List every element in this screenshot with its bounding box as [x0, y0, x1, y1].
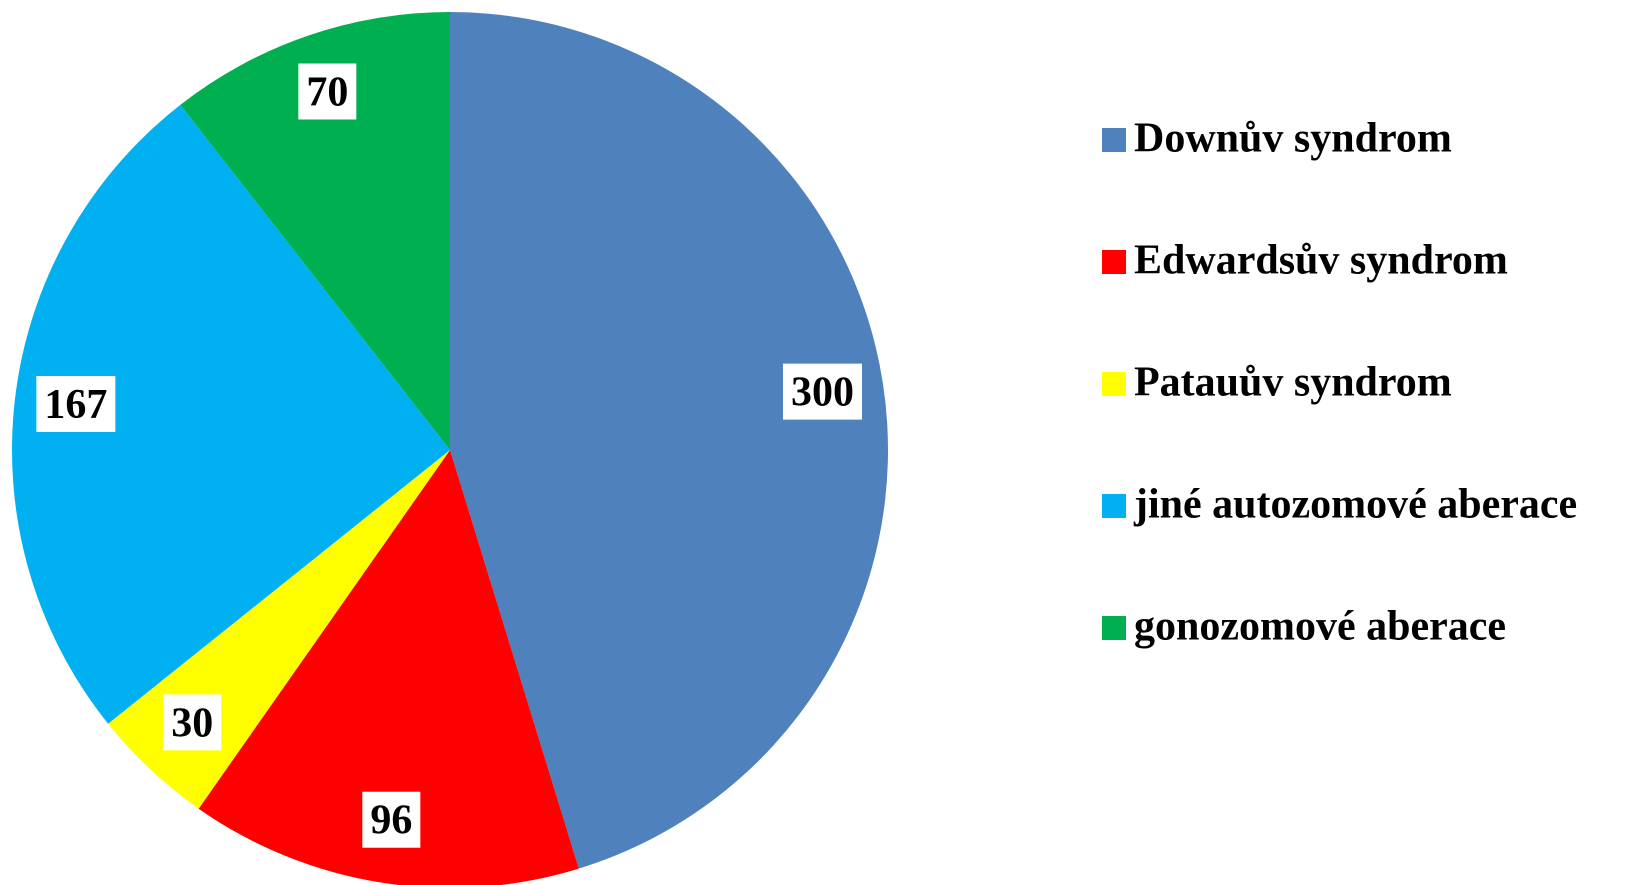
pie-slice: [12, 104, 451, 724]
legend-label: Patauův syndrom: [1134, 360, 1452, 406]
data-label: 96: [362, 791, 421, 848]
data-label: 300: [782, 363, 862, 420]
legend-label: Edwardsův syndrom: [1134, 238, 1508, 284]
legend-swatch: [1102, 494, 1126, 518]
pie-slice: [450, 12, 888, 869]
data-label: 167: [36, 376, 116, 433]
legend-label: jiné autozomové aberace: [1133, 482, 1577, 528]
legend-swatch: [1102, 128, 1126, 152]
data-label: 70: [298, 63, 357, 120]
legend-label: gonozomové aberace: [1134, 604, 1506, 650]
data-label-text: 300: [791, 370, 854, 416]
legend-swatch: [1102, 372, 1126, 396]
data-label: 30: [163, 694, 222, 751]
pie-slice: [180, 12, 450, 450]
legend-swatch: [1102, 616, 1126, 640]
data-label-text: 30: [171, 700, 213, 746]
data-label-text: 70: [306, 69, 348, 115]
data-label-box: [362, 791, 421, 848]
pie-slice: [198, 450, 579, 885]
data-label-box: [163, 694, 222, 751]
data-label-box: [298, 63, 357, 120]
legend-swatch: [1102, 250, 1126, 274]
data-label-text: 167: [44, 382, 107, 428]
data-label-box: [36, 376, 116, 433]
data-label-box: [782, 363, 862, 420]
legend-label: Downův syndrom: [1134, 116, 1452, 162]
data-label-text: 96: [370, 798, 412, 844]
